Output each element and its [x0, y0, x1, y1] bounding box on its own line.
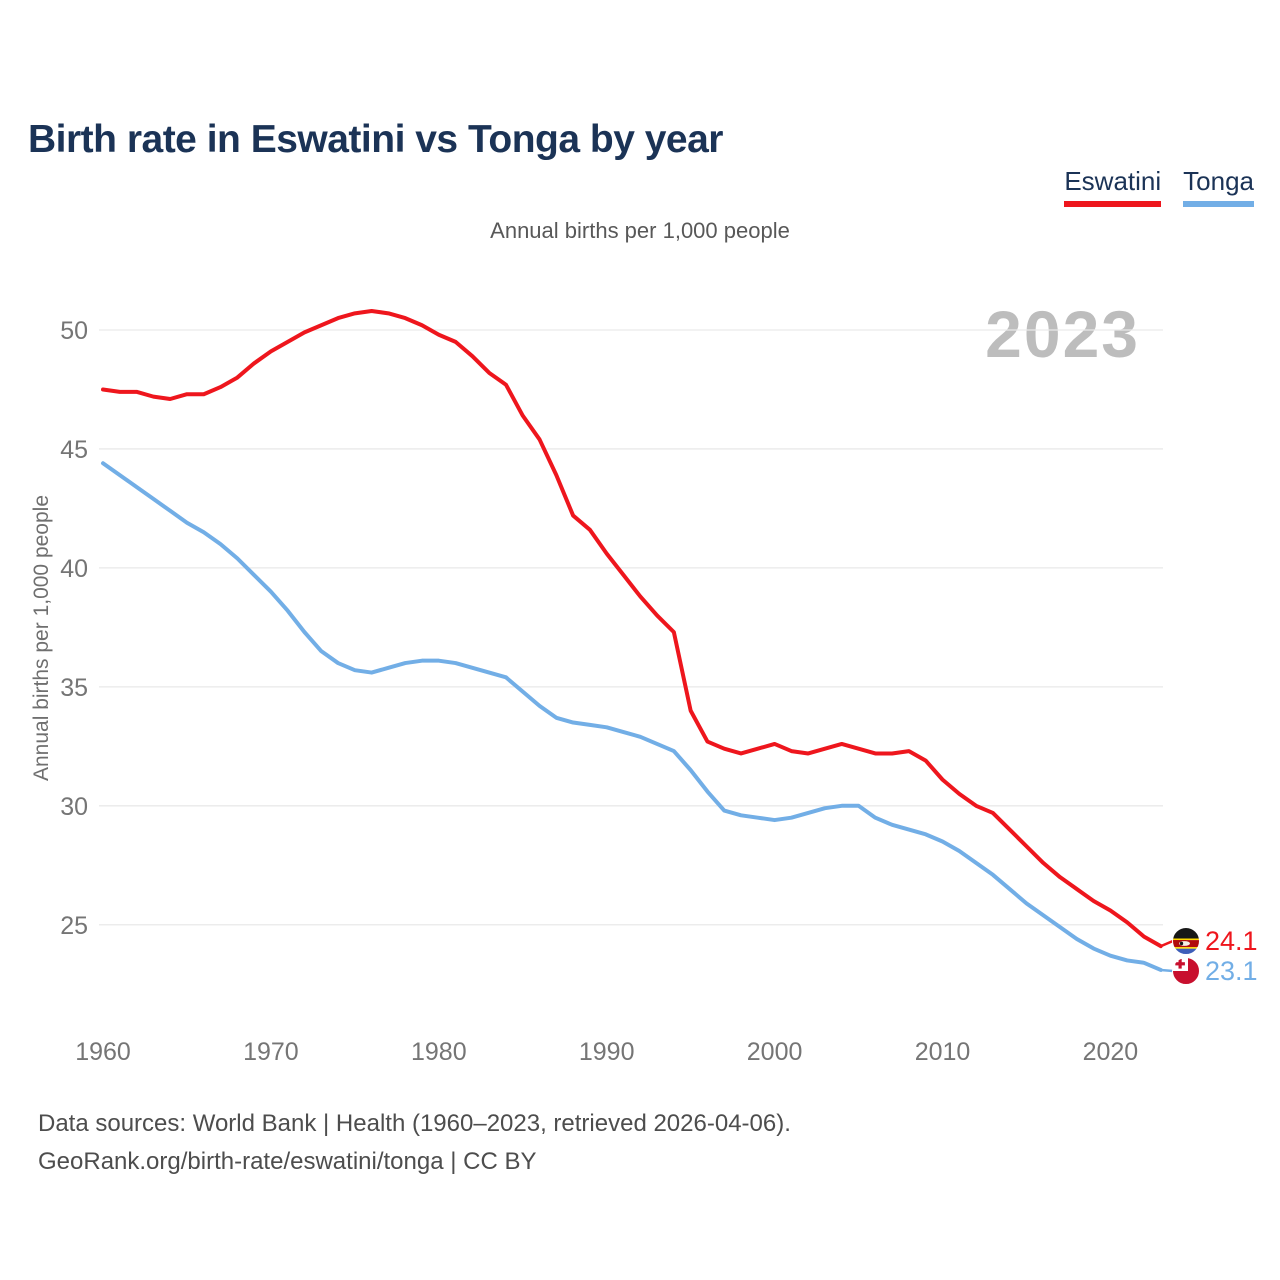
attribution-link[interactable]: GeoRank.org/birth-rate/eswatini/tonga | … — [38, 1148, 537, 1175]
legend: Eswatini Tonga — [1064, 166, 1254, 207]
legend-item-tonga[interactable]: Tonga — [1183, 166, 1254, 207]
chart-subtitle: Annual births per 1,000 people — [490, 218, 790, 243]
x-tick-label: 2020 — [1083, 1038, 1139, 1066]
x-tick-label: 1980 — [411, 1038, 467, 1066]
y-tick-label: 45 — [60, 436, 88, 464]
series-line-tonga[interactable] — [101, 461, 1163, 972]
end-value-tonga: 23.1 — [1205, 956, 1258, 986]
eswatini-flag-icon — [1172, 927, 1200, 955]
x-tick-label: 1990 — [579, 1038, 635, 1066]
y-tick-label: 40 — [60, 555, 88, 583]
tonga-flag-icon — [1172, 957, 1200, 985]
y-tick-label: 35 — [60, 674, 88, 702]
x-tick-label: 2010 — [915, 1038, 971, 1066]
y-tick-label: 25 — [60, 912, 88, 940]
y-tick-label: 50 — [60, 317, 88, 345]
x-tick-label: 1970 — [243, 1038, 299, 1066]
x-tick-label: 2000 — [747, 1038, 803, 1066]
x-tick-label: 1960 — [75, 1038, 131, 1066]
watermark-year: 2023 — [985, 297, 1140, 371]
series-line-eswatini[interactable] — [101, 308, 1163, 949]
legend-item-eswatini[interactable]: Eswatini — [1064, 166, 1162, 207]
series-layer — [101, 308, 1186, 973]
data-source-note: Data sources: World Bank | Health (1960–… — [38, 1110, 791, 1137]
end-value-eswatini: 24.1 — [1205, 926, 1258, 956]
grid-layer — [99, 329, 1163, 926]
page-title: Birth rate in Eswatini vs Tonga by year — [28, 118, 723, 162]
y-tick-label: 30 — [60, 793, 88, 821]
tick-layer: 25 30 35 40 45 50 1960 1970 1980 1990 2000 2010 2020 — [60, 317, 1138, 1066]
